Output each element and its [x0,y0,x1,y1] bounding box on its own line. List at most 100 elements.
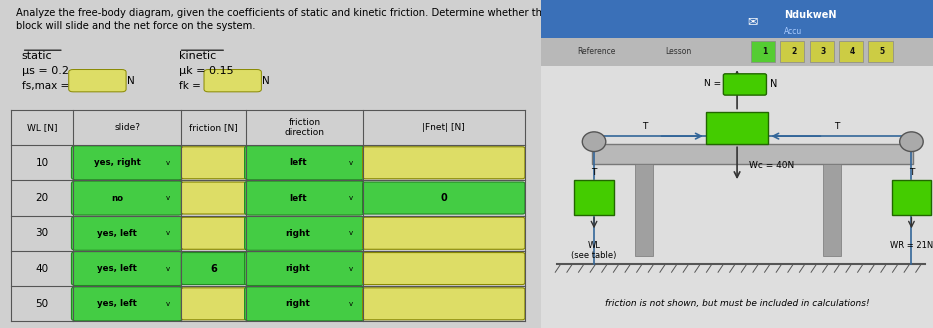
FancyBboxPatch shape [181,217,246,249]
Text: 30: 30 [35,228,49,238]
Text: 40: 40 [35,264,49,274]
Bar [541,66,933,328]
Text: N: N [262,76,271,86]
FancyBboxPatch shape [72,287,183,321]
Text: 2: 2 [791,47,797,56]
Text: 4: 4 [850,47,856,56]
Bar [635,164,653,256]
Bar [592,144,913,164]
FancyBboxPatch shape [72,216,183,250]
Text: kinetic: kinetic [178,51,216,61]
Text: 50: 50 [35,299,49,309]
Text: yes, left: yes, left [97,264,137,273]
Bar [705,112,769,144]
Text: T: T [642,122,648,131]
Text: yes, left: yes, left [97,299,137,308]
Text: right: right [285,299,311,308]
Text: NdukweN: NdukweN [784,10,837,20]
FancyBboxPatch shape [363,217,525,249]
Bar [892,180,931,215]
Text: WL
(see table): WL (see table) [571,241,617,260]
Text: right: right [285,264,311,273]
FancyBboxPatch shape [363,182,525,214]
Text: Wc = 40N: Wc = 40N [749,161,794,170]
Text: v: v [166,230,170,236]
Bar [839,41,863,62]
Text: 10: 10 [35,158,49,168]
Text: v: v [349,160,353,166]
Text: v: v [349,266,353,272]
Text: friction [N]: friction [N] [189,123,238,132]
Text: v: v [166,266,170,272]
Text: slide?: slide? [114,123,140,132]
Text: WL [N]: WL [N] [27,123,57,132]
Text: v: v [166,195,170,201]
Text: v: v [349,230,353,236]
Text: fs,max =: fs,max = [21,81,69,91]
Text: v: v [166,301,170,307]
Text: ✉: ✉ [747,15,758,28]
Text: no: no [111,194,123,202]
Text: left: left [289,194,307,202]
FancyBboxPatch shape [363,253,525,284]
Text: left: left [289,158,307,167]
Text: N: N [771,79,778,89]
Text: WR = 21N: WR = 21N [890,241,933,250]
Text: T: T [909,168,914,177]
Text: N: N [127,76,135,86]
Bar [869,41,893,62]
Bar [541,0,933,39]
Text: right: right [285,229,311,238]
Text: 20: 20 [35,193,49,203]
Text: yes, left: yes, left [97,229,137,238]
FancyBboxPatch shape [181,253,246,284]
FancyBboxPatch shape [181,288,246,320]
Bar [751,41,775,62]
Text: 40: 40 [737,79,753,89]
FancyBboxPatch shape [363,288,525,320]
FancyBboxPatch shape [244,146,364,180]
Text: N =: N = [704,79,721,88]
Circle shape [582,132,606,152]
Text: v: v [349,195,353,201]
Text: Reference: Reference [577,47,615,56]
Text: Analyze the free-body diagram, given the coefficients of static and kinetic fric: Analyze the free-body diagram, given the… [16,8,549,31]
Text: v: v [166,160,170,166]
FancyBboxPatch shape [244,216,364,250]
Circle shape [899,132,923,152]
Bar [810,41,834,62]
FancyBboxPatch shape [244,287,364,321]
Text: 5: 5 [880,47,884,56]
Text: 6: 6 [210,264,217,274]
Text: |Fnet| [N]: |Fnet| [N] [423,123,466,132]
FancyBboxPatch shape [244,181,364,215]
Bar [541,38,933,66]
Text: T: T [834,122,840,131]
Text: 0: 0 [440,193,447,203]
Text: fk =: fk = [178,81,201,91]
FancyBboxPatch shape [723,74,766,95]
Bar [780,41,804,62]
Text: 3: 3 [821,47,826,56]
FancyBboxPatch shape [72,146,183,180]
Text: static: static [21,51,52,61]
Bar [575,180,614,215]
Text: friction is not shown, but must be included in calculations!: friction is not shown, but must be inclu… [605,299,870,308]
Text: 1: 1 [762,47,767,56]
FancyBboxPatch shape [72,181,183,215]
Text: T: T [592,168,597,177]
FancyBboxPatch shape [69,70,126,92]
Text: v: v [349,301,353,307]
FancyBboxPatch shape [181,182,246,214]
Bar [823,164,841,256]
Text: μk = 0.15: μk = 0.15 [178,66,233,75]
FancyBboxPatch shape [363,147,525,179]
FancyBboxPatch shape [72,252,183,285]
Text: friction
direction: friction direction [285,118,325,137]
FancyBboxPatch shape [244,252,364,285]
Text: yes, right: yes, right [94,158,141,167]
FancyBboxPatch shape [181,147,246,179]
Text: μs = 0.2: μs = 0.2 [21,66,69,75]
Text: Accu: Accu [784,27,802,36]
FancyBboxPatch shape [204,70,261,92]
